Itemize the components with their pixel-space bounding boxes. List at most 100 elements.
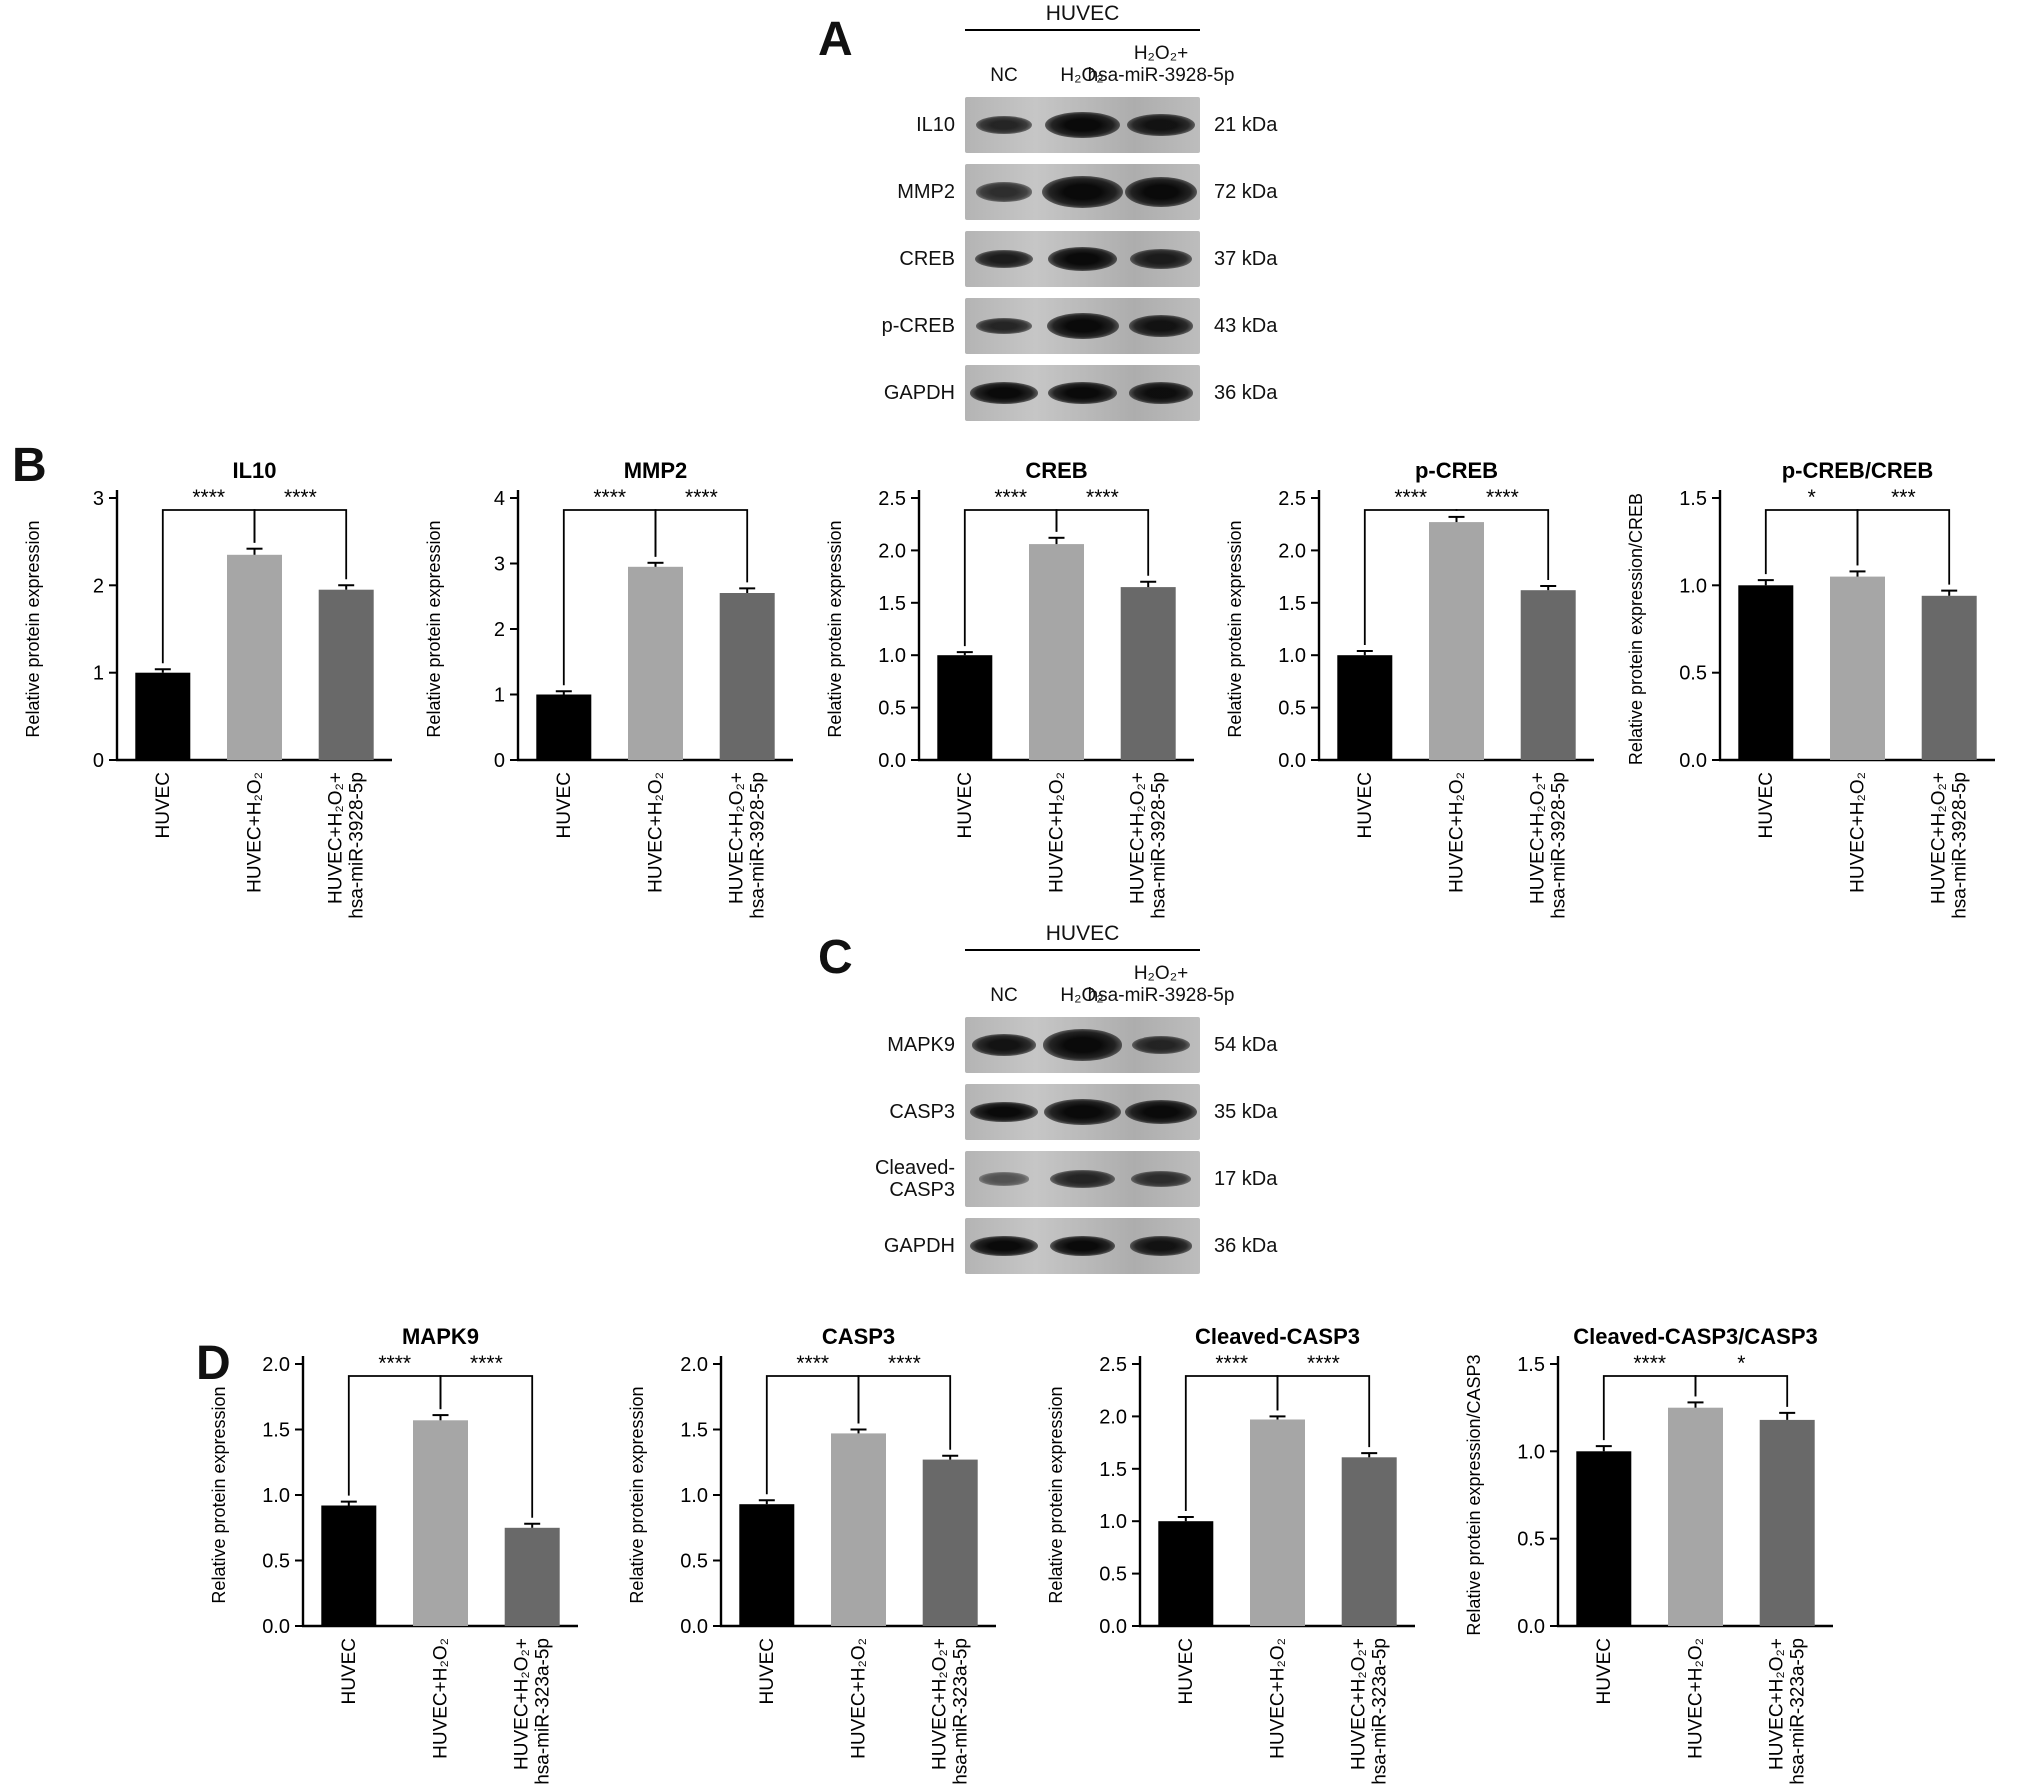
lane-labels: NC H₂O₂ H₂O₂+ hsa-miR-3928-5p [965,31,1265,89]
bar-2 [1520,590,1576,760]
bar-0 [321,1505,377,1626]
significance-stars: **** [593,486,626,509]
y-tick-label: 0.5 [262,1551,290,1573]
bar-1 [1429,522,1485,760]
protein-band [976,116,1032,134]
y-tick-label: 1.5 [1679,488,1707,510]
protein-band [970,1235,1038,1257]
significance-stars: **** [888,1352,921,1375]
x-category-label: HUVEC+H₂O₂+ [512,1638,533,1770]
chart-mmp2-svg: MMP2 Relative protein expression 0 1 2 3 4 ****… [424,458,793,919]
x-category-label: HUVEC+H₂O₂ [245,772,266,893]
significance-stars: **** [1486,486,1519,509]
y-tick-label: 0.5 [1679,663,1707,685]
y-tick-label: 0 [494,750,505,772]
y-tick-label: 0.0 [681,1616,709,1638]
protein-label: MAPK9 [850,1034,955,1056]
protein-band [975,250,1033,268]
chart-p-creb-creb-ratio-svg: p-CREB/CREB Relative protein expression/C… [1626,458,1995,919]
blot-strip [965,231,1200,287]
protein-band [1129,248,1193,270]
y-tick-label: 1.5 [1517,1354,1545,1376]
significance-stars: **** [192,486,225,509]
bar-1 [831,1433,887,1626]
bar-1 [1249,1419,1305,1626]
chart-title: Cleaved-CASP3 [1195,1324,1360,1349]
protein-label-line: CASP3 [889,1179,955,1201]
kda-label: 72 kDa [1214,180,1278,203]
bar-1 [1667,1407,1723,1626]
chart-p-creb: p-CREB Relative protein expression 0.0 0.5 1… [1224,452,1609,932]
blot-strip [965,365,1200,421]
protein-band [1131,1171,1191,1187]
y-tick-label: 1.0 [1679,575,1707,597]
charts-panel-b: IL10 Relative protein expression 0 1 2 3 **** *… [22,452,2010,932]
bar-2 [1759,1419,1815,1626]
protein-label-line: GAPDH [883,382,955,404]
lane-label: H₂O₂ [1060,65,1103,87]
blot-header: HUVEC NC H₂O₂ H₂O₂+ hsa-miR-3928-5p [965,2,1265,89]
y-tick-label: 1.5 [878,593,906,615]
blot-strip [965,1084,1200,1140]
blot-strip [965,298,1200,354]
lane-label-line: NC [990,985,1018,1007]
y-tick-label: 2.0 [681,1354,709,1376]
kda-label: 37 kDa [1214,247,1278,270]
y-axis-title: Relative protein expression/CREB [1626,493,1646,765]
charts-panel-d: MAPK9 Relative protein expression 0.0 0.5 1.… [208,1318,1848,1788]
x-category-label: HUVEC [1175,1638,1196,1705]
bar-2 [504,1527,560,1627]
x-category-label: HUVEC [757,1638,778,1705]
protein-label: p-CREB [850,315,955,337]
bar-2 [923,1459,979,1626]
y-tick-label: 2.0 [1278,540,1306,562]
y-tick-label: 3 [494,554,505,576]
y-tick-label: 1 [93,663,104,685]
y-tick-label: 1.5 [1099,1459,1127,1481]
lane-labels: NC H₂O₂ H₂O₂+ hsa-miR-3928-5p [965,951,1265,1009]
significance-stars: **** [1633,1352,1666,1375]
protein-label: CASP3 [850,1101,955,1123]
protein-band [1125,177,1197,207]
y-tick-label: 0.5 [1278,698,1306,720]
y-tick-label: 1.0 [262,1485,290,1507]
x-category-label: HUVEC [954,772,975,839]
protein-label: Cleaved- CASP3 [850,1157,955,1201]
protein-band [976,182,1032,202]
protein-band [1047,381,1118,405]
lane-label-line: H₂O₂+ [1133,963,1189,985]
x-category-label: hsa-miR-323a-5p [533,1638,554,1785]
chart-title: CASP3 [822,1324,895,1349]
x-category-label: HUVEC+H₂O₂ [1447,772,1468,893]
significance-stars: **** [797,1352,830,1375]
lane-label-line: NC [990,65,1018,87]
y-axis-title: Relative protein expression [825,520,845,737]
x-category-label: hsa-miR-3928-5p [1549,772,1570,919]
protein-band [1045,111,1120,139]
x-category-label: hsa-miR-3928-5p [747,772,768,919]
y-axis-title: Relative protein expression [424,520,444,737]
protein-label: IL10 [850,114,955,136]
bar-0 [536,694,592,760]
x-category-label: hsa-miR-3928-5p [347,772,368,919]
bar-2 [1120,587,1176,760]
kda-label: 43 kDa [1214,314,1278,337]
y-tick-label: 2.5 [1099,1354,1127,1376]
blot-header: HUVEC NC H₂O₂ H₂O₂+ hsa-miR-3928-5p [965,922,1265,1009]
protein-band [1041,175,1124,209]
x-category-label: HUVEC [554,772,575,839]
western-blot-panel-c: HUVEC NC H₂O₂ H₂O₂+ hsa-miR-3928-5p MAPK9 54 k… [850,922,1450,1285]
chart-casp3: CASP3 Relative protein expression 0.0 0.5 1.… [626,1318,1011,1788]
significance-stars: **** [685,486,718,509]
lane-label-line: H₂O₂+ [1133,43,1189,65]
significance-stars: **** [994,486,1027,509]
x-category-label: HUVEC+H₂O₂ [1685,1638,1706,1759]
x-category-label: HUVEC+H₂O₂ [431,1638,452,1759]
y-tick-label: 2.5 [878,488,906,510]
y-axis-title: Relative protein expression [1225,520,1245,737]
lane-label: NC [990,65,1017,87]
chart-title: p-CREB/CREB [1782,458,1934,483]
lane-label: NC [990,985,1017,1007]
y-axis-title: Relative protein expression/CASP3 [1464,1354,1484,1635]
